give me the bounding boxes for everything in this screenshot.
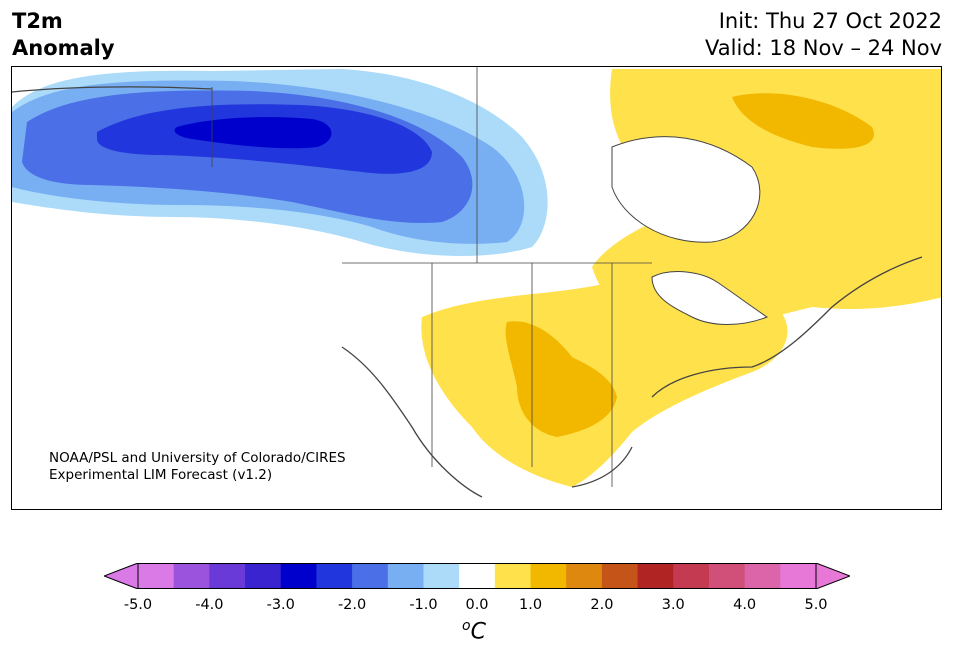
colorbar-tick-label: -1.0 — [409, 597, 438, 613]
date-info: Init: Thu 27 Oct 2022 Valid: 18 Nov – 24… — [705, 8, 942, 62]
colorbar-tick-label: -2.0 — [337, 597, 367, 613]
colorbar-cells — [138, 563, 817, 589]
unit-letter: C — [470, 619, 486, 645]
colorbar-cell — [173, 563, 210, 589]
colorbar-tick-label: 0.0 — [465, 597, 489, 613]
degree-symbol: o — [462, 618, 471, 634]
colorbar-tick-label: 3.0 — [661, 597, 685, 613]
colorbar-cell — [138, 563, 175, 589]
colorbar-cell — [780, 563, 817, 589]
colorbar-tick-label: 1.0 — [518, 597, 543, 613]
colorbar-cell — [530, 563, 567, 589]
colorbar-cell — [423, 563, 460, 589]
colorbar-tick-label: 5.0 — [804, 597, 828, 613]
colorbar-underflow-arrow — [104, 563, 139, 589]
colorbar-cell — [637, 563, 674, 589]
colorbar-cell — [744, 563, 781, 589]
colorbar-cell — [352, 563, 389, 589]
colorbar-tick-label: 2.0 — [590, 597, 614, 613]
warm-anomaly-baffin — [732, 93, 874, 149]
colorbar-overflow-arrow — [815, 563, 850, 589]
colorbar-cell — [459, 563, 496, 589]
colorbar-cell — [387, 563, 424, 589]
colorbar-cell — [245, 563, 282, 589]
colorbar-tick-label: -3.0 — [266, 597, 295, 613]
credit-line-1: NOAA/PSL and University of Colorado/CIRE… — [49, 450, 346, 466]
colorbar-cell — [673, 563, 710, 589]
hudson-bay — [611, 136, 761, 243]
colorbar-cell — [209, 563, 246, 589]
colorbar-tick-label: 4.0 — [733, 597, 757, 613]
colorbar — [104, 563, 850, 589]
colorbar-cell — [280, 563, 317, 589]
anomaly-map — [12, 67, 941, 498]
colorbar-outline — [137, 563, 817, 589]
map-panel — [11, 66, 942, 510]
credit-text: NOAA/PSL and University of Colorado/CIRE… — [49, 450, 346, 484]
colorbar-cell — [708, 563, 746, 589]
anomaly-label: Anomaly — [12, 36, 115, 60]
colorbar-cell — [316, 563, 353, 589]
colorbar-tick-label: -4.0 — [195, 597, 224, 613]
credit-line-2: Experimental LIM Forecast (v1.2) — [49, 467, 273, 483]
border-lines — [211, 67, 652, 487]
variable-label: T2m — [12, 9, 63, 33]
colorbar-cell — [601, 563, 639, 589]
great-lakes — [651, 271, 769, 325]
warm-anomaly-southern-plains — [505, 321, 617, 437]
colorbar-cell — [566, 563, 603, 589]
colorbar-tick-label: -5.0 — [123, 597, 153, 613]
init-date: Init: Thu 27 Oct 2022 — [718, 9, 942, 33]
coastline — [12, 86, 923, 498]
cold-anomaly-core — [174, 117, 332, 149]
valid-date-range: Valid: 18 Nov – 24 Nov — [705, 36, 942, 60]
colorbar-unit: oC — [462, 618, 486, 644]
figure-title: T2m Anomaly — [12, 8, 115, 62]
colorbar-cell — [494, 563, 532, 589]
